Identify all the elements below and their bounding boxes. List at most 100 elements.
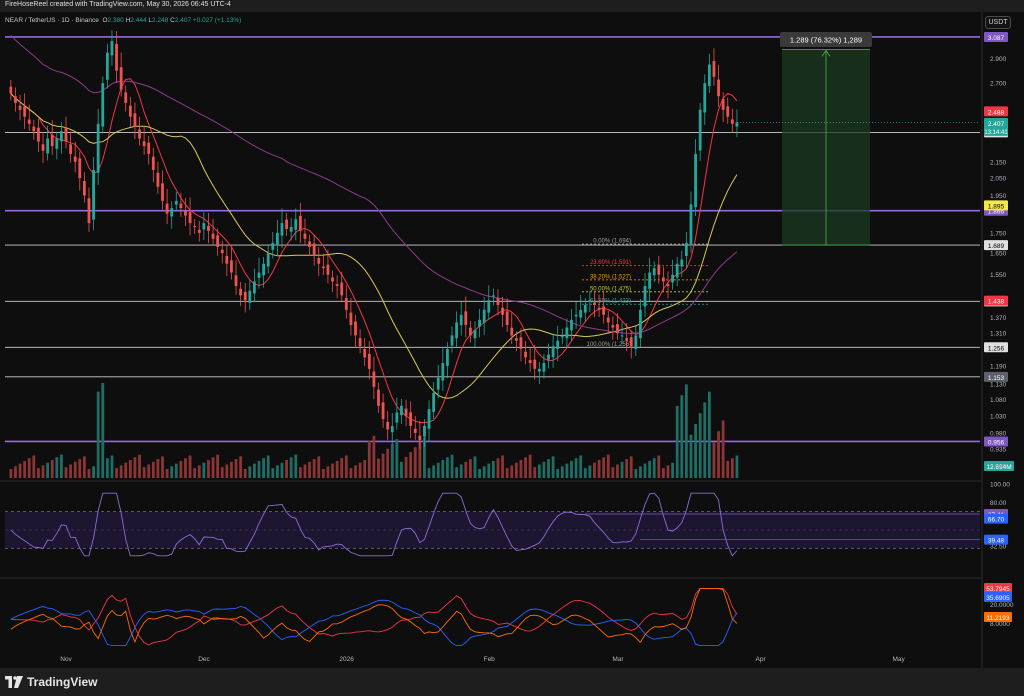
candle-4 bbox=[27, 119, 31, 124]
volume-bar-106 bbox=[496, 458, 500, 478]
volume-bar-132 bbox=[616, 464, 619, 478]
candle-23 bbox=[115, 43, 118, 71]
fib-label-4: 61.80% (1.423) bbox=[590, 299, 631, 305]
candle-146 bbox=[680, 259, 684, 267]
candle-39 bbox=[188, 212, 192, 224]
candle-59 bbox=[280, 223, 284, 236]
level-tag-5: 1.256 bbox=[988, 345, 1005, 352]
candle-119 bbox=[556, 340, 560, 349]
rsi-tick-1: 80.00 bbox=[990, 500, 1007, 507]
volume-bar-155 bbox=[721, 420, 725, 478]
volume-bar-3 bbox=[23, 460, 27, 478]
candle-118 bbox=[551, 346, 555, 358]
volume-bar-0 bbox=[9, 469, 13, 478]
volume-bar-15 bbox=[78, 459, 82, 478]
candle-82 bbox=[386, 421, 390, 430]
level-tag-0: 3.087 bbox=[988, 35, 1005, 42]
price-tick-9: 1.370 bbox=[990, 315, 1007, 322]
candle-25 bbox=[124, 92, 128, 103]
chart-canvas[interactable]: 3.0872.3411.8661.6891.4351.2561.1530.956… bbox=[0, 0, 1024, 668]
volume-bar-109 bbox=[510, 465, 514, 478]
footer-bar: TradingView bbox=[0, 668, 1024, 696]
candle-126 bbox=[588, 300, 592, 302]
candle-57 bbox=[271, 242, 275, 250]
candle-65 bbox=[308, 241, 311, 247]
volume-bar-99 bbox=[464, 461, 468, 478]
volume-bar-79 bbox=[372, 435, 376, 478]
fib-label-5: 100.00% (1.256) bbox=[587, 342, 631, 348]
volume-bar-150 bbox=[698, 413, 702, 478]
volume-bar-14 bbox=[73, 461, 77, 478]
dmi-line-0 bbox=[10, 587, 738, 646]
volume-bar-129 bbox=[602, 457, 606, 478]
time-label-6: May bbox=[892, 656, 905, 663]
candle-69 bbox=[326, 264, 330, 275]
price-tag-bg-0 bbox=[984, 106, 1008, 117]
candle-49 bbox=[234, 275, 238, 287]
candle-133 bbox=[620, 335, 624, 337]
volume-bar-19 bbox=[96, 391, 100, 478]
candle-70 bbox=[331, 277, 334, 282]
dmi-tick-1: 8.0000 bbox=[990, 621, 1010, 628]
candle-44 bbox=[211, 233, 215, 239]
volume-bar-134 bbox=[625, 459, 629, 478]
candle-6 bbox=[37, 127, 40, 142]
candle-114 bbox=[533, 359, 537, 369]
candle-134 bbox=[625, 338, 629, 341]
rsi-tag-bg-1 bbox=[984, 513, 1008, 524]
price-tick-8: 1.550 bbox=[990, 272, 1007, 279]
candle-58 bbox=[275, 232, 279, 246]
candle-121 bbox=[565, 327, 569, 339]
export-header: FireHoseReel created with TradingView.co… bbox=[0, 0, 1024, 12]
candle-38 bbox=[184, 210, 187, 216]
candle-137 bbox=[639, 309, 642, 339]
dmi-tag-2: 11.2193 bbox=[986, 615, 1009, 622]
volume-bar-73 bbox=[344, 455, 348, 478]
open-value: 2.380 bbox=[107, 17, 124, 24]
brand-name: TradingView bbox=[27, 675, 98, 689]
close-value: 2.407 bbox=[174, 17, 192, 24]
candle-127 bbox=[593, 302, 596, 305]
candle-16 bbox=[82, 181, 86, 196]
volume-bar-97 bbox=[455, 467, 459, 478]
candle-104 bbox=[487, 300, 491, 313]
volume-bar-8 bbox=[46, 462, 50, 478]
candle-40 bbox=[193, 225, 197, 227]
volume-bars: 12.894M bbox=[9, 383, 1014, 478]
currency-button[interactable]: USDT bbox=[985, 16, 1011, 29]
volume-bar-76 bbox=[358, 462, 362, 478]
candle-33 bbox=[161, 183, 164, 201]
ma-slow-line bbox=[10, 35, 738, 335]
fib-label-3: 50.00% (1.475) bbox=[590, 286, 631, 292]
volume-bar-140 bbox=[652, 458, 656, 478]
level-tag-7: 0.956 bbox=[988, 439, 1005, 446]
volume-bar-52 bbox=[248, 466, 252, 478]
level-tag-bg-5 bbox=[984, 342, 1008, 353]
price-tick-3: 2.150 bbox=[990, 159, 1007, 166]
candle-107 bbox=[501, 307, 504, 315]
price-tick-6: 1.750 bbox=[990, 230, 1007, 237]
candle-85 bbox=[400, 405, 403, 416]
candle-73 bbox=[344, 298, 348, 310]
volume-bar-117 bbox=[547, 459, 550, 478]
volume-bar-78 bbox=[367, 440, 371, 478]
candle-55 bbox=[262, 263, 266, 276]
level-tag-bg-7 bbox=[984, 436, 1008, 447]
volume-bar-72 bbox=[340, 458, 344, 478]
volume-bar-101 bbox=[473, 456, 477, 478]
volume-bar-123 bbox=[574, 458, 578, 478]
candle-61 bbox=[289, 226, 293, 232]
volume-bar-127 bbox=[593, 462, 596, 478]
volume-bar-1 bbox=[14, 466, 17, 478]
price-tick-7: 1.650 bbox=[990, 251, 1007, 258]
time-label-5: Apr bbox=[756, 656, 767, 663]
volume-bar-137 bbox=[639, 466, 642, 478]
projection-label: 1.289 (76.32%) 1,289 bbox=[790, 36, 862, 45]
candle-32 bbox=[156, 172, 160, 187]
candle-54 bbox=[257, 272, 261, 279]
projection-label-bg bbox=[780, 32, 872, 47]
volume-bar-69 bbox=[326, 466, 330, 478]
candle-132 bbox=[616, 324, 619, 333]
volume-bar-81 bbox=[381, 453, 385, 478]
volume-bar-23 bbox=[115, 468, 118, 478]
